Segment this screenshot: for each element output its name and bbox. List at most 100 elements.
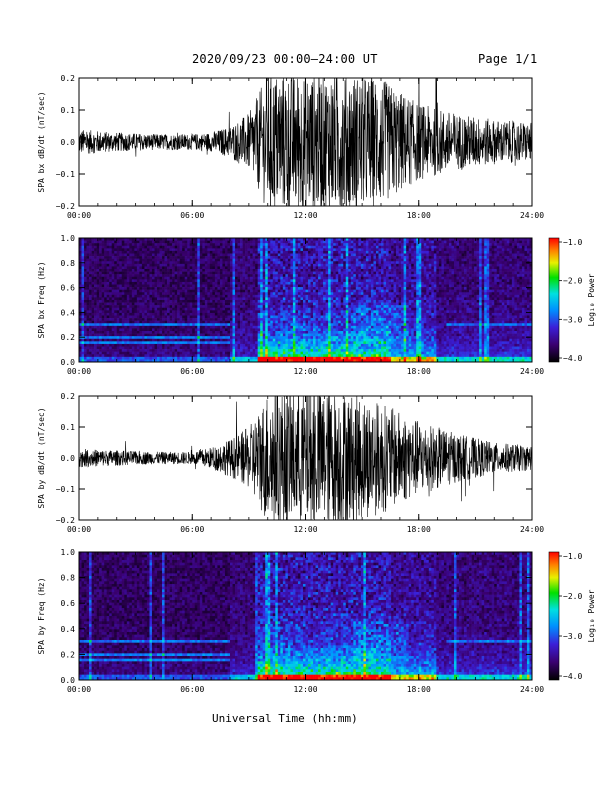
spectrogram-cell (124, 354, 128, 358)
spectrogram-cell (277, 292, 281, 296)
spectrogram-cell (209, 294, 213, 298)
spectrogram-cell (204, 297, 208, 301)
spectrogram-cell (300, 354, 304, 358)
spectrogram-cell (134, 346, 138, 350)
spectrogram-cell (333, 305, 336, 309)
spectrogram-cell (131, 258, 135, 262)
spectrogram-cell (313, 305, 316, 309)
spectrogram-cell (260, 310, 264, 314)
spectrogram-cell (227, 338, 231, 342)
spectrogram-cell (129, 354, 133, 358)
spectrogram-cell (302, 266, 306, 270)
spectrogram-cell (227, 359, 231, 363)
spectrogram-cell (106, 307, 110, 311)
spectrogram-cell (245, 325, 248, 329)
spectrogram-cell (104, 328, 107, 332)
spectrogram-cell (325, 238, 329, 241)
spectrogram-cell (270, 312, 274, 316)
spectrogram-cell (106, 245, 110, 249)
spectrogram-cell (295, 318, 299, 321)
spectrogram-cell (212, 250, 216, 254)
spectrogram-cell (119, 349, 123, 352)
spectrogram-cell (313, 289, 316, 293)
spectrogram-cell (104, 333, 107, 337)
spectrogram-cell (219, 274, 223, 278)
spectrogram-cell (136, 289, 140, 293)
spectrogram-cell (149, 302, 153, 306)
spectrogram-cell (315, 349, 319, 352)
spectrogram-cell (277, 269, 281, 272)
spectrogram-cell (305, 325, 309, 329)
spectrogram-cell (189, 279, 193, 283)
spectrogram-cell (159, 315, 163, 319)
spectrogram-cell (91, 238, 95, 241)
spectrogram-cell (230, 271, 233, 275)
spectrogram-cell (330, 240, 334, 244)
spectrogram-cell (255, 325, 258, 329)
spectrogram-cell (323, 287, 326, 290)
spectrogram-cell (194, 292, 198, 296)
spectrogram-cell (328, 359, 331, 363)
spectrogram-cell (262, 331, 266, 334)
spectrogram-cell (328, 338, 331, 342)
spectrogram-cell (265, 248, 269, 252)
spectrogram-cell (91, 250, 95, 254)
spectrogram-cell (144, 263, 148, 267)
spectrogram-cell (141, 269, 145, 272)
spectrogram-cell (282, 356, 286, 360)
spectrogram-cell (94, 349, 97, 352)
spectrogram-cell (197, 253, 201, 257)
spectrogram-cell (242, 349, 246, 352)
spectrogram-cell (287, 271, 291, 275)
spectrogram-cell (119, 284, 123, 288)
spectrogram-cell (219, 328, 223, 332)
spectrogram-cell (106, 276, 110, 280)
spectrogram-cell (295, 292, 299, 296)
spectrogram-cell (280, 302, 284, 306)
spectrogram-cell (245, 318, 248, 321)
spectrogram-cell (270, 269, 274, 272)
spectrogram-cell (184, 333, 188, 337)
spectrogram-cell (277, 256, 281, 259)
spectrogram-cell (139, 266, 143, 270)
spectrogram-cell (109, 243, 113, 247)
spectrogram-cell (81, 243, 85, 247)
spectrogram-cell (255, 263, 258, 267)
spectrogram-cell (192, 338, 196, 342)
spectrogram-cell (242, 305, 246, 309)
spectrogram-cell (323, 245, 326, 249)
spectrogram-cell (219, 263, 223, 267)
spectrogram-cell (207, 300, 211, 303)
spectrogram-cell (197, 297, 201, 301)
spectrogram-cell (240, 315, 243, 319)
spectrogram-cell (106, 279, 110, 283)
spectrogram-cell (169, 274, 173, 278)
spectrogram-cell (219, 354, 223, 358)
spectrogram-cell (164, 356, 168, 360)
spectrogram-cell (333, 258, 336, 262)
spectrogram-cell (192, 302, 196, 306)
spectrogram-cell (207, 338, 211, 342)
spectrogram-cell (124, 336, 128, 340)
spectrogram-cell (177, 354, 180, 358)
spectrogram-cell (179, 245, 183, 249)
spectrogram-cell (245, 302, 248, 306)
spectrogram-cell (81, 338, 85, 342)
spectrogram-cell (179, 338, 183, 342)
spectrogram-cell (328, 271, 331, 275)
spectrogram-cell (184, 297, 188, 301)
spectrogram-cell (325, 307, 329, 311)
spectrogram-cell (121, 240, 125, 244)
spectrogram-cell (302, 310, 306, 314)
spectrogram-cell (227, 300, 231, 303)
spectrogram-cell (330, 294, 334, 298)
spectrogram-cell (121, 248, 125, 252)
spectrogram-cell (300, 343, 304, 347)
spectrogram-cell (151, 276, 155, 280)
spectrogram-cell (184, 346, 188, 350)
spectrogram-cell (237, 341, 241, 345)
spectrogram-cell (310, 294, 314, 298)
spectrogram-cell (114, 328, 118, 332)
spectrogram-cell (106, 253, 110, 257)
spectrogram-cell (270, 318, 274, 321)
